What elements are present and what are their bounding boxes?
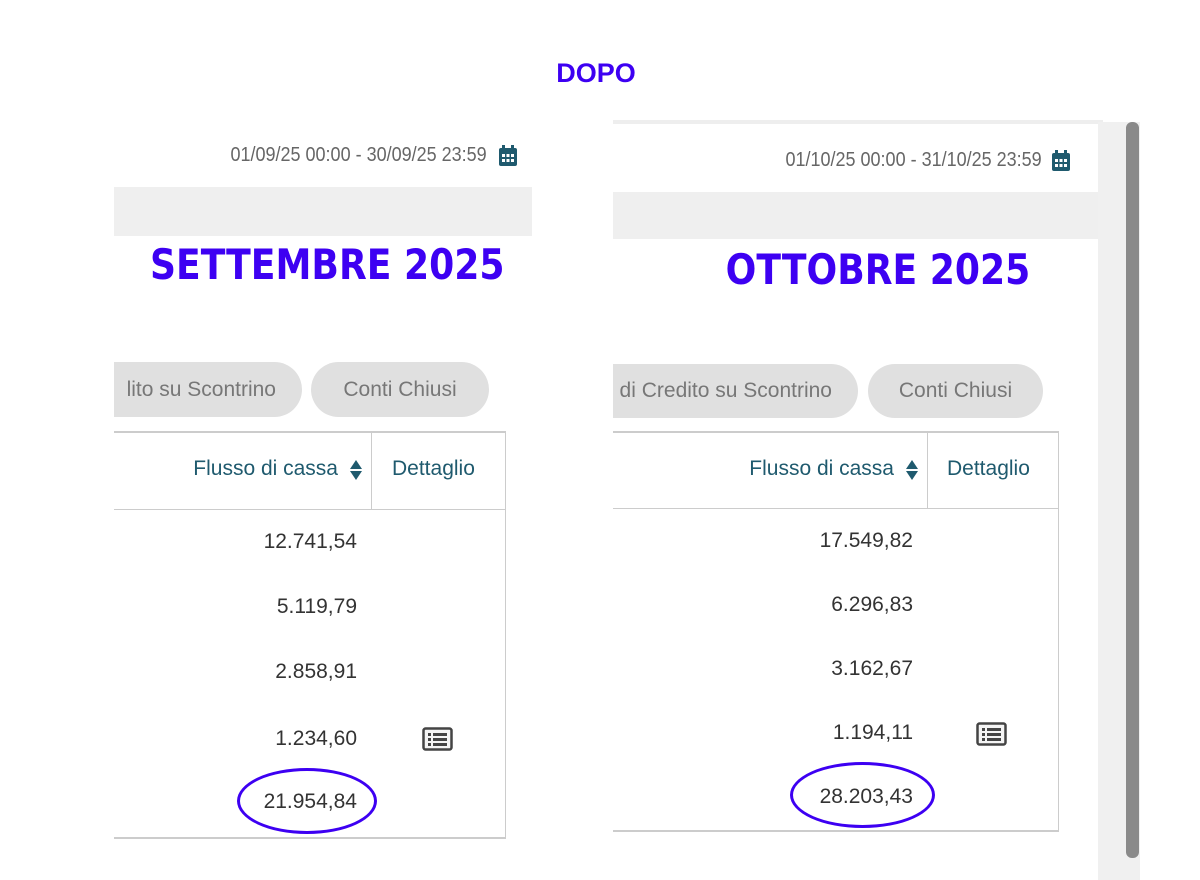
month-title: OTTOBRE 2025 [725, 245, 1031, 294]
tab-conti-chiusi[interactable]: Conti Chiusi [311, 362, 489, 417]
column-header-dettaglio: Dettaglio [392, 457, 475, 480]
scrollbar-thumb[interactable] [1126, 122, 1139, 858]
heading: DOPO [556, 58, 636, 88]
date-range[interactable]: 01/09/25 00:00 - 30/09/25 23:59 [230, 144, 487, 166]
cash-flow-table [613, 431, 1059, 832]
month-title: SETTEMBRE 2025 [150, 240, 505, 289]
cash-flow-table [114, 431, 506, 839]
tab-credito-scontrino[interactable]: di Credito su Scontrino [613, 364, 858, 418]
filter-band [114, 187, 532, 236]
sort-icon[interactable] [349, 459, 363, 481]
list-icon[interactable] [422, 727, 453, 751]
column-header-flusso[interactable]: Flusso di cassa [193, 457, 338, 480]
tab-credito-scontrino[interactable]: lito su Scontrino [114, 362, 302, 417]
date-range[interactable]: 01/10/25 00:00 - 31/10/25 23:59 [785, 149, 1042, 171]
column-divider [371, 432, 372, 510]
column-header-flusso[interactable]: Flusso di cassa [749, 457, 894, 480]
table-row-value: 6.296,83 [831, 593, 913, 616]
panel-top-edge [613, 120, 1103, 124]
column-header-dettaglio: Dettaglio [947, 457, 1030, 480]
table-row-value: 17.549,82 [819, 529, 913, 552]
table-row-value: 1.234,60 [275, 727, 357, 750]
table-row-value: 5.119,79 [276, 595, 357, 618]
header-divider [114, 509, 506, 510]
header-divider [613, 508, 1059, 509]
table-row-value: 1.194,11 [832, 721, 913, 744]
table-row-value: 12.741,54 [263, 530, 357, 553]
table-row-value: 2.858,91 [275, 660, 357, 683]
filter-band [613, 192, 1098, 239]
highlight-circle [790, 762, 935, 828]
calendar-icon[interactable] [1051, 150, 1071, 172]
table-row-value: 3.162,67 [831, 657, 913, 680]
list-icon[interactable] [976, 722, 1007, 746]
calendar-icon[interactable] [498, 145, 518, 167]
highlight-circle [237, 768, 377, 834]
column-divider [927, 432, 928, 509]
tab-conti-chiusi[interactable]: Conti Chiusi [868, 364, 1043, 418]
sort-icon[interactable] [905, 459, 919, 481]
